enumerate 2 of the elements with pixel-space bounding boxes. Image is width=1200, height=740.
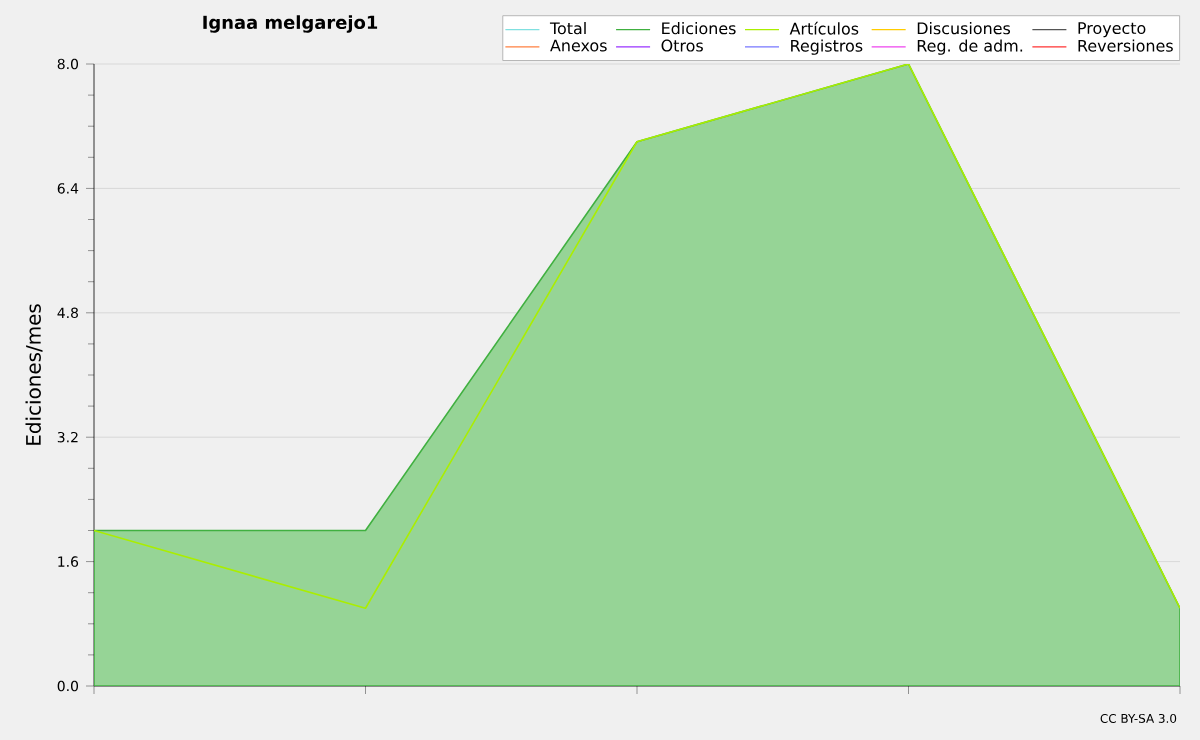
y-axis-title: Ediciones/mes	[25, 304, 43, 445]
chart-title: Ignaa melgarejo1	[203, 15, 378, 33]
